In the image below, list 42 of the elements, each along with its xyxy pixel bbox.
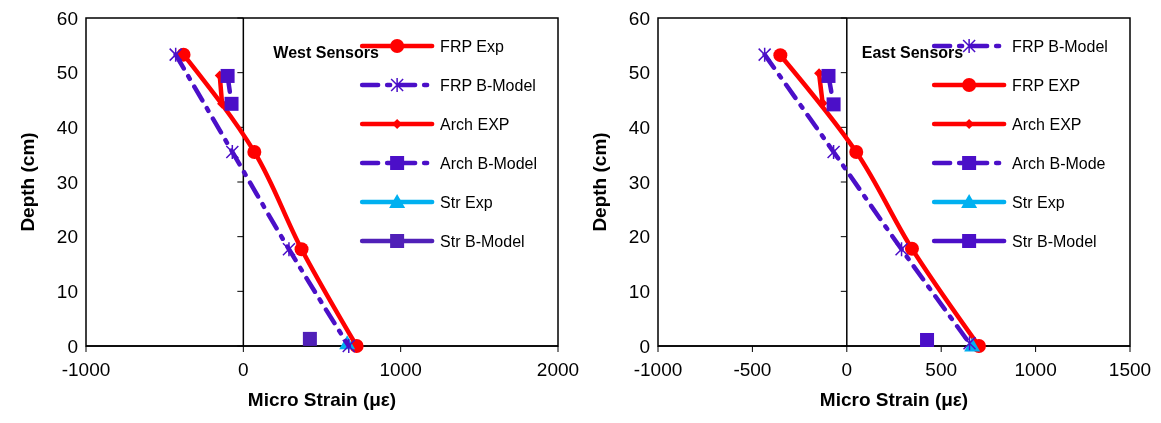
legend-label: FRP B-Model (1012, 37, 1108, 55)
y-tick-label: 0 (639, 335, 650, 357)
legend-label: Arch EXP (1012, 115, 1082, 133)
legend-label: Str B-Model (440, 232, 525, 250)
y-tick-label: 40 (628, 116, 650, 138)
legend-label: Str Exp (440, 193, 493, 211)
y-tick-label: 60 (628, 7, 650, 29)
x-tick-label: 1000 (1014, 359, 1057, 380)
x-axis-title: Micro Strain (με) (247, 389, 397, 410)
y-tick-label: 20 (56, 226, 78, 248)
legend-label: Str Exp (1012, 193, 1065, 211)
legend-label: Str B-Model (1012, 232, 1097, 250)
x-tick-label: 0 (841, 359, 853, 380)
x-tick-label: 500 (925, 359, 958, 380)
x-tick-label: -1000 (633, 359, 683, 380)
y-tick-label: 40 (56, 116, 78, 138)
y-tick-label: 0 (67, 335, 78, 357)
y-tick-label: 30 (56, 171, 78, 193)
legend-label: FRP B-Model (440, 76, 536, 94)
legend-label: FRP EXP (1012, 76, 1081, 94)
x-tick-label: 1500 (1108, 359, 1152, 380)
legend-label: FRP Exp (440, 37, 504, 55)
legend-label: Arch EXP (440, 115, 510, 133)
x-tick-label: -1000 (61, 359, 111, 380)
y-axis-title: Depth (cm) (589, 132, 610, 232)
text: West Sensors (273, 44, 379, 61)
y-tick-label: 60 (56, 7, 78, 29)
legend-label: Arch B-Model (440, 154, 538, 172)
y-axis-title: Depth (cm) (17, 132, 38, 232)
y-tick-label: 50 (56, 62, 78, 84)
x-tick-label: 1000 (379, 359, 422, 380)
y-tick-label: 10 (628, 280, 650, 302)
y-tick-label: 50 (628, 62, 650, 84)
x-tick-label: 0 (238, 359, 249, 380)
x-axis-title: Micro Strain (με) (819, 389, 969, 410)
y-tick-label: 30 (628, 171, 650, 193)
legend-label: Arch B-Mode (1012, 154, 1106, 172)
y-tick-label: 10 (56, 280, 78, 302)
text: East Sensors (861, 44, 964, 61)
x-tick-label: -500 (733, 359, 772, 380)
x-tick-label: 2000 (536, 359, 580, 380)
y-tick-label: 20 (628, 226, 650, 248)
